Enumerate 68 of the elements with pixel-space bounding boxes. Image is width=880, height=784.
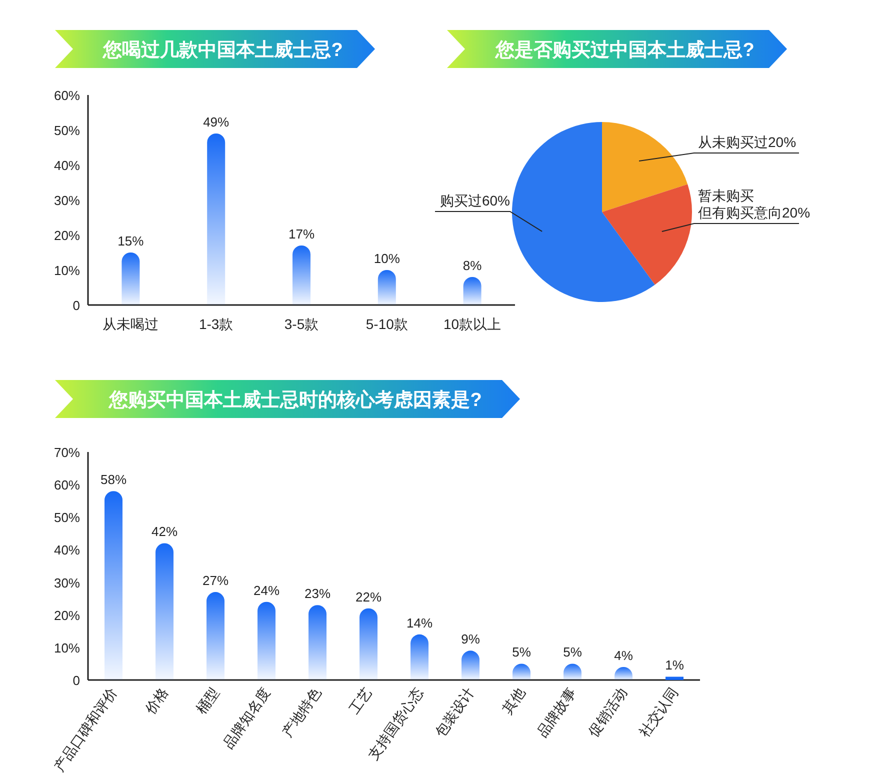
y-tick-label: 20% bbox=[54, 608, 80, 623]
data-label: 5% bbox=[563, 644, 582, 660]
data-label: 24% bbox=[253, 582, 280, 598]
y-tick-label: 40% bbox=[54, 542, 80, 558]
data-label: 8% bbox=[462, 258, 482, 273]
y-tick-label: 70% bbox=[54, 445, 80, 460]
x-tick-label: 社交认同 bbox=[636, 684, 681, 740]
data-label: 4% bbox=[614, 648, 634, 663]
pie-slice bbox=[512, 122, 655, 302]
data-label: 10% bbox=[374, 251, 400, 266]
y-tick-label: 30% bbox=[54, 575, 80, 590]
x-tick-label: 产地特色 bbox=[278, 684, 324, 740]
bar bbox=[122, 252, 140, 305]
y-tick-label: 10% bbox=[54, 263, 80, 278]
x-tick-label: 5-10款 bbox=[366, 316, 408, 332]
bar bbox=[378, 270, 396, 305]
chart-title: 您购买中国本土威士忌时的核心考虑因素是? bbox=[108, 389, 482, 411]
data-label: 14% bbox=[406, 615, 433, 630]
bar bbox=[410, 634, 428, 680]
y-tick-label: 60% bbox=[54, 478, 80, 493]
x-tick-label: 品牌故事 bbox=[534, 684, 579, 740]
bar bbox=[666, 676, 684, 680]
chart-title: 您喝过几款中国本土威士忌? bbox=[102, 39, 343, 61]
y-tick-label: 0 bbox=[72, 298, 80, 313]
pie-slice bbox=[602, 184, 692, 285]
bar bbox=[462, 650, 480, 680]
slice-label: 暂未购买但有购买意向20% bbox=[698, 188, 810, 220]
data-label: 23% bbox=[304, 586, 331, 602]
x-tick-label: 从未喝过 bbox=[102, 316, 159, 332]
data-label: 9% bbox=[461, 632, 480, 647]
y-tick-label: 30% bbox=[54, 193, 80, 208]
data-label: 17% bbox=[288, 226, 315, 242]
data-label: 42% bbox=[151, 524, 178, 540]
pie-slice bbox=[602, 122, 688, 212]
chart-title: 您是否购买过中国本土威士忌? bbox=[494, 39, 754, 61]
y-tick-label: 50% bbox=[54, 510, 80, 526]
y-tick-label: 20% bbox=[54, 228, 80, 243]
data-label: 22% bbox=[355, 589, 382, 604]
bar bbox=[206, 592, 224, 680]
x-tick-label: 包装设计 bbox=[432, 684, 477, 740]
bar bbox=[156, 543, 174, 680]
x-tick-label: 3-5款 bbox=[284, 316, 319, 332]
bar bbox=[360, 608, 378, 680]
x-tick-label: 1-3款 bbox=[198, 316, 234, 332]
bar bbox=[308, 605, 326, 680]
data-label: 58% bbox=[100, 472, 127, 488]
bar bbox=[104, 491, 122, 680]
data-label: 1% bbox=[665, 658, 684, 673]
y-tick-label: 50% bbox=[54, 123, 80, 138]
x-tick-label: 其他 bbox=[498, 684, 528, 717]
x-tick-label: 10款以上 bbox=[444, 316, 502, 332]
x-tick-label: 工艺 bbox=[346, 684, 375, 717]
x-tick-label: 桶型 bbox=[192, 684, 222, 717]
slice-label: 从未购买过20% bbox=[698, 134, 796, 150]
x-tick-label: 促销活动 bbox=[584, 684, 630, 740]
bar bbox=[292, 246, 310, 305]
data-label: 15% bbox=[118, 234, 144, 248]
data-label: 5% bbox=[512, 644, 532, 660]
y-tick-label: 40% bbox=[54, 158, 80, 173]
x-tick-label: 价格 bbox=[141, 684, 171, 718]
bar bbox=[207, 134, 226, 305]
data-label: 49% bbox=[203, 114, 230, 130]
y-tick-label: 60% bbox=[54, 88, 80, 103]
slice-label: 购买过60% bbox=[440, 192, 510, 208]
data-label: 27% bbox=[202, 573, 229, 588]
y-tick-label: 10% bbox=[54, 640, 80, 656]
x-tick-label: 品牌知名度 bbox=[220, 684, 273, 752]
bar bbox=[258, 602, 276, 680]
